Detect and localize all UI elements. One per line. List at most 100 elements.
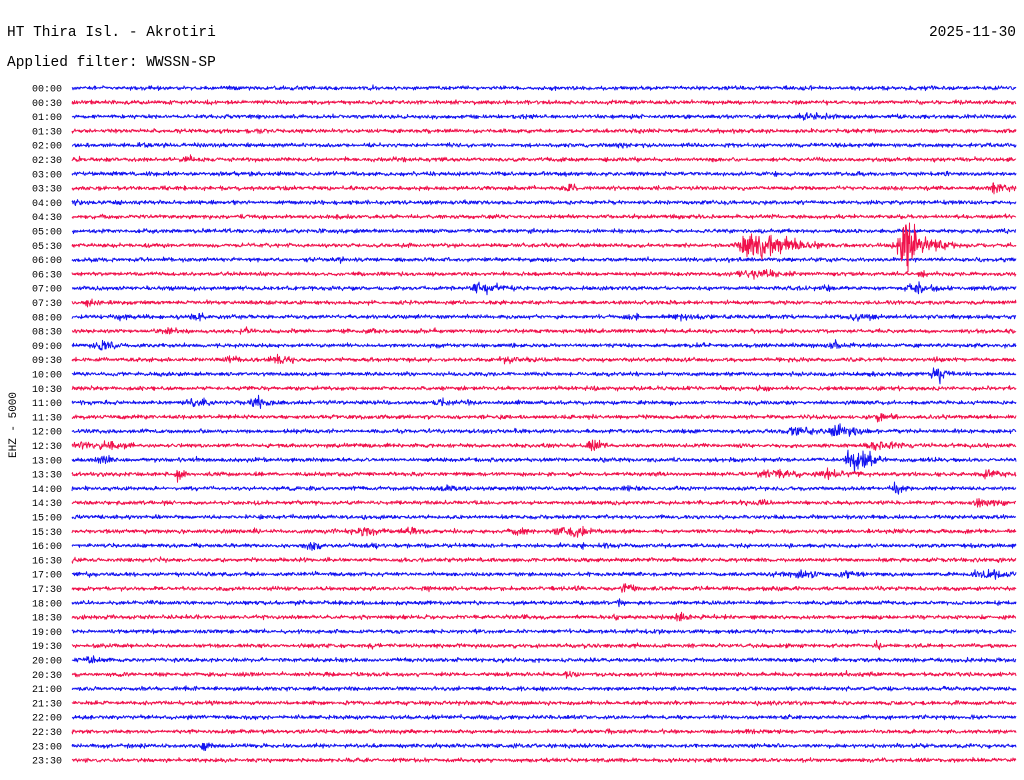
trace-18-00 (71, 598, 1017, 608)
trace-07-00 (71, 281, 1017, 296)
trace-22-00 (71, 713, 1017, 721)
time-label-14-30: 14:30 (32, 499, 62, 510)
trace-03-30 (71, 182, 1017, 195)
trace-00-30 (71, 99, 1017, 106)
time-label-19-00: 19:00 (32, 628, 62, 639)
time-label-15-30: 15:30 (32, 528, 62, 539)
trace-09-00 (71, 339, 1017, 351)
time-label-18-00: 18:00 (32, 599, 62, 610)
time-label-05-00: 05:00 (32, 228, 62, 239)
time-label-16-30: 16:30 (32, 556, 62, 567)
time-label-19-30: 19:30 (32, 642, 62, 653)
time-label-17-30: 17:30 (32, 585, 62, 596)
trace-07-30 (71, 298, 1017, 308)
time-label-12-00: 12:00 (32, 428, 62, 439)
trace-12-00 (71, 423, 1017, 437)
time-label-07-00: 07:00 (32, 285, 62, 296)
time-label-16-00: 16:00 (32, 542, 62, 553)
trace-19-30 (71, 639, 1017, 651)
trace-13-00 (71, 449, 1017, 473)
time-label-03-30: 03:30 (32, 185, 62, 196)
record-date: 2025-11-30 (929, 25, 1016, 41)
trace-13-30 (71, 467, 1017, 483)
trace-14-00 (71, 481, 1017, 495)
time-label-23-00: 23:00 (32, 742, 62, 753)
time-label-10-30: 10:30 (32, 385, 62, 396)
time-label-06-30: 06:30 (32, 270, 62, 281)
time-label-07-30: 07:30 (32, 299, 62, 310)
station-title: HT Thira Isl. - Akrotiri (7, 25, 216, 41)
trace-20-30 (71, 670, 1017, 679)
trace-11-30 (71, 413, 1017, 423)
trace-00-00 (71, 84, 1017, 92)
time-label-00-30: 00:30 (32, 99, 62, 110)
time-label-02-30: 02:30 (32, 156, 62, 167)
time-label-10-00: 10:00 (32, 371, 62, 382)
trace-02-30 (71, 154, 1017, 163)
trace-16-00 (71, 542, 1017, 551)
time-label-20-00: 20:00 (32, 657, 62, 668)
trace-group (71, 84, 1017, 764)
trace-12-30 (71, 439, 1017, 452)
time-label-11-30: 11:30 (32, 413, 62, 424)
time-label-08-00: 08:00 (32, 313, 62, 324)
trace-19-00 (71, 628, 1017, 635)
time-label-13-00: 13:00 (32, 456, 62, 467)
trace-15-30 (71, 525, 1017, 538)
time-label-04-00: 04:00 (32, 199, 62, 210)
trace-03-00 (71, 170, 1017, 177)
trace-22-30 (71, 728, 1017, 735)
time-label-09-30: 09:30 (32, 356, 62, 367)
trace-10-30 (71, 384, 1017, 392)
time-label-02-00: 02:00 (32, 142, 62, 153)
trace-08-30 (71, 326, 1017, 335)
trace-05-30 (71, 222, 1017, 273)
trace-18-30 (71, 611, 1017, 622)
trace-15-00 (71, 513, 1017, 521)
time-label-18-30: 18:30 (32, 614, 62, 625)
channel-scale-label: EHZ - 5000 (8, 392, 20, 458)
trace-16-30 (71, 556, 1017, 564)
time-label-17-00: 17:00 (32, 571, 62, 582)
trace-21-00 (71, 685, 1017, 692)
filter-label: Applied filter: WWSSN-SP (7, 55, 216, 71)
time-label-05-30: 05:30 (32, 242, 62, 253)
time-label-01-30: 01:30 (32, 127, 62, 138)
trace-10-00 (71, 367, 1017, 385)
time-label-06-00: 06:00 (32, 256, 62, 267)
time-label-04-30: 04:30 (32, 213, 62, 224)
trace-04-30 (71, 213, 1017, 220)
trace-05-00 (71, 227, 1017, 235)
trace-06-30 (71, 269, 1017, 280)
trace-04-00 (71, 199, 1017, 206)
time-label-01-00: 01:00 (32, 113, 62, 124)
trace-17-00 (71, 568, 1017, 580)
trace-21-30 (71, 699, 1017, 707)
trace-08-00 (71, 312, 1017, 322)
trace-11-00 (71, 394, 1017, 409)
trace-02-00 (71, 142, 1017, 149)
time-label-03-00: 03:00 (32, 170, 62, 181)
trace-23-00 (71, 742, 1017, 752)
time-label-12-30: 12:30 (32, 442, 62, 453)
time-label-09-00: 09:00 (32, 342, 62, 353)
time-label-08-30: 08:30 (32, 328, 62, 339)
trace-20-00 (71, 655, 1017, 664)
time-label-00-00: 00:00 (32, 85, 62, 96)
time-label-11-00: 11:00 (32, 399, 62, 410)
trace-06-00 (71, 256, 1017, 264)
time-label-group: 00:00 00:30 01:00 01:30 02:00 02:30 03:00 03:30… (32, 85, 62, 768)
time-label-22-30: 22:30 (32, 728, 62, 739)
trace-01-00 (71, 112, 1017, 121)
time-label-15-00: 15:00 (32, 514, 62, 525)
time-label-20-30: 20:30 (32, 671, 62, 682)
time-label-21-30: 21:30 (32, 699, 62, 710)
trace-14-30 (71, 498, 1017, 508)
trace-09-30 (71, 353, 1017, 365)
trace-23-30 (71, 756, 1017, 764)
time-label-21-00: 21:00 (32, 685, 62, 696)
time-label-23-30: 23:30 (32, 757, 62, 768)
time-label-14-00: 14:00 (32, 485, 62, 496)
trace-17-30 (71, 583, 1017, 593)
